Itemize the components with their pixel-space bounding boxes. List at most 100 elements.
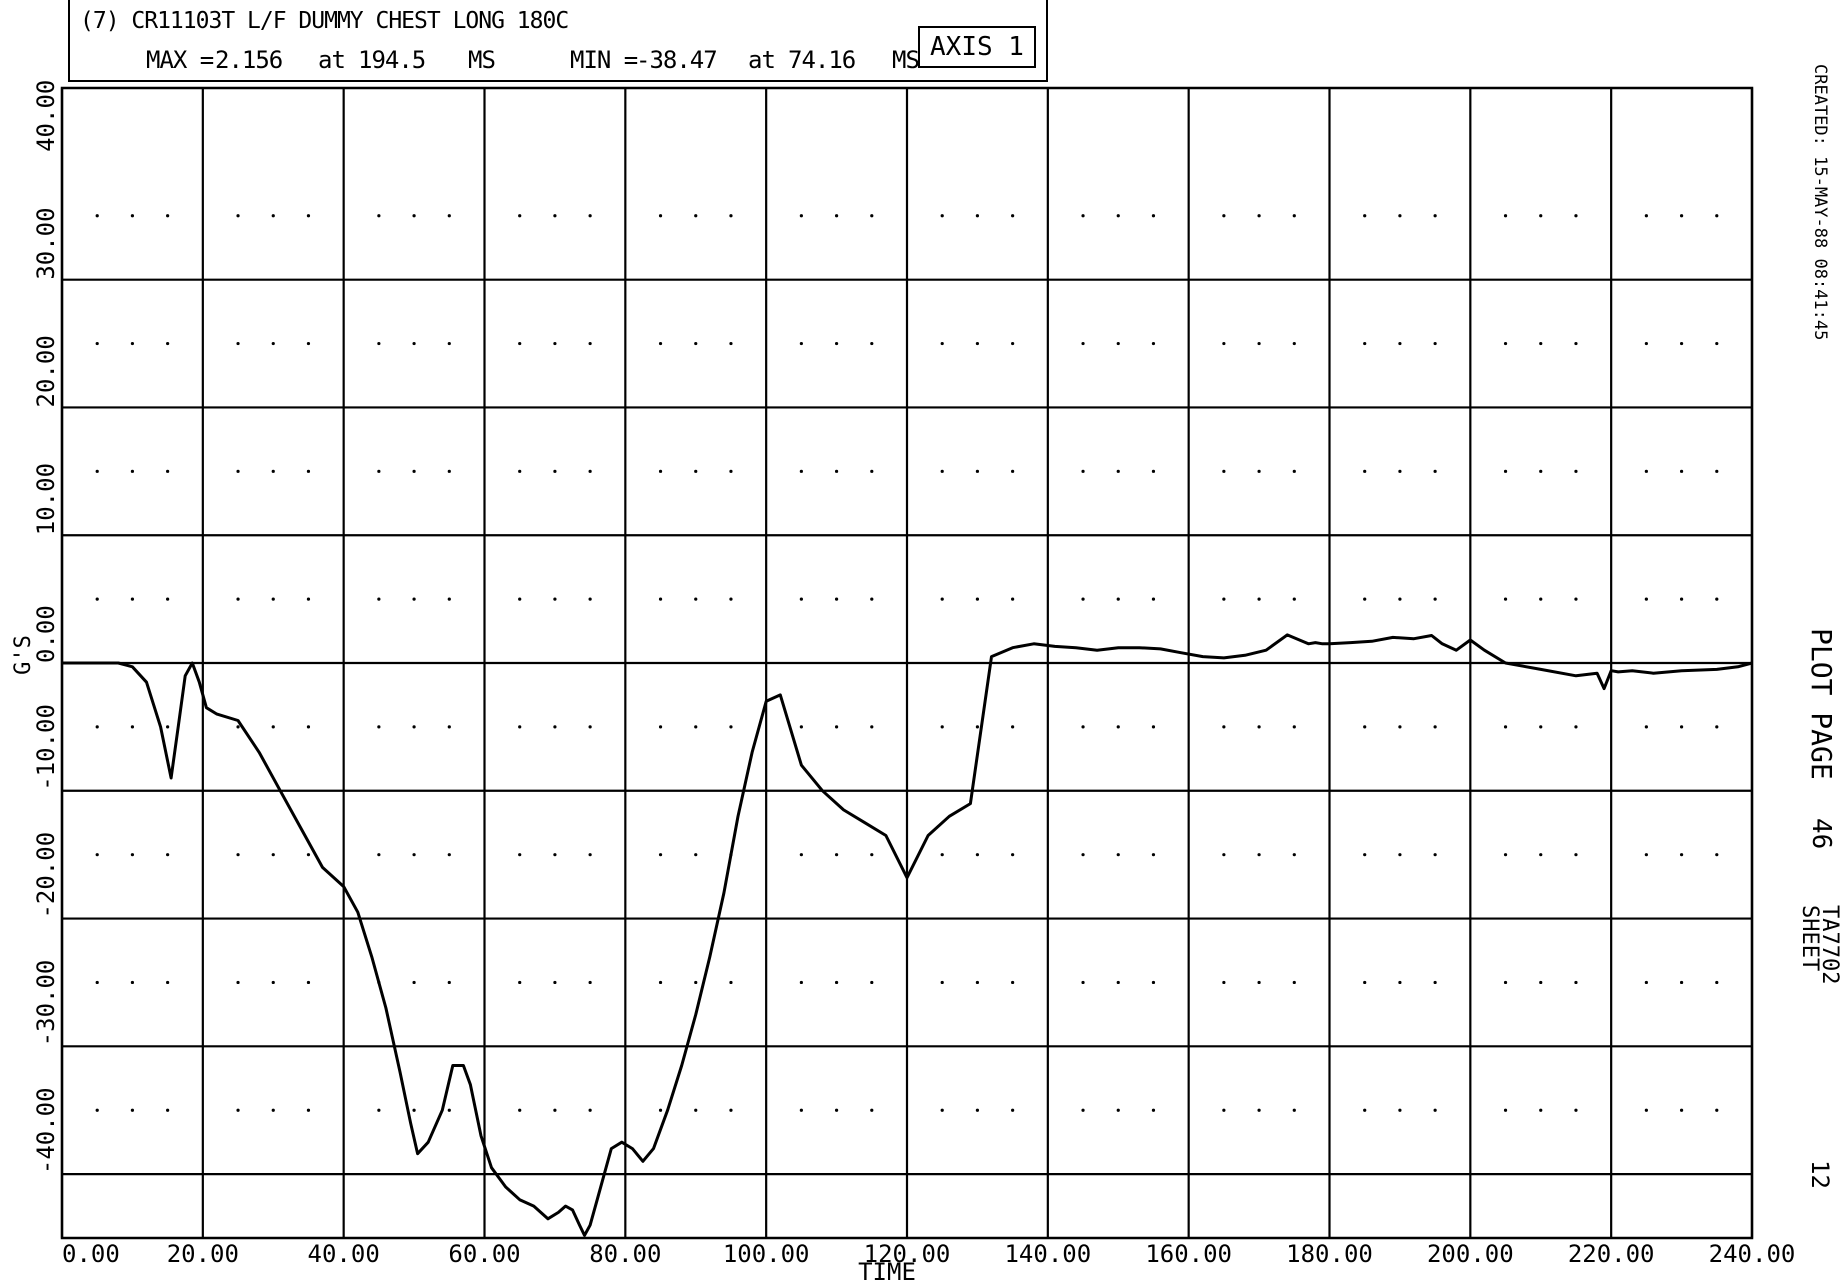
x-tick-label: 120.00 [864, 1240, 951, 1268]
grid-dot [940, 980, 944, 985]
grid-dot [729, 980, 733, 985]
grid-dot [1539, 725, 1543, 729]
grid-dot [834, 725, 839, 729]
min-label: MIN = [570, 46, 638, 74]
grid-dot [1116, 341, 1120, 346]
grid-dot [236, 980, 240, 985]
grid-dot [1363, 980, 1367, 985]
grid-dot [1363, 341, 1367, 346]
grid-dot [236, 214, 240, 218]
grid-dot [799, 725, 803, 729]
grid-dot [799, 597, 803, 601]
min-value: -38.47 [636, 46, 718, 74]
grid-dot [975, 1108, 980, 1112]
max-label: MAX = [146, 46, 214, 74]
plot-page-number: 46 [1806, 818, 1836, 850]
grid-dot [447, 214, 451, 218]
grid-dot [447, 980, 451, 985]
grid-dot [306, 597, 311, 601]
grid-dot [1644, 214, 1648, 218]
grid-dot [588, 853, 592, 857]
grid-dot [694, 725, 698, 729]
grid-dot [1539, 597, 1543, 601]
grid-dot [130, 214, 135, 218]
grid-dot [799, 341, 803, 346]
grid-dot [95, 1108, 99, 1112]
grid-dot [870, 853, 874, 857]
grid-dot [1503, 980, 1508, 985]
grid-dot [447, 725, 451, 729]
grid-dot [412, 341, 416, 346]
grid-dot [1151, 1108, 1156, 1112]
grid-dot [694, 469, 698, 473]
grid-dot [1574, 853, 1578, 857]
grid-dot [1222, 214, 1226, 218]
grid-dot [553, 214, 557, 218]
grid-dot [1433, 214, 1437, 218]
grid-dot [940, 853, 944, 857]
grid-dot [518, 214, 522, 218]
grid-dot [658, 980, 663, 985]
grid-dot [1715, 597, 1719, 601]
created-timestamp: CREATED: 15-MAY-88 08:41:45 [1810, 64, 1830, 341]
grid-dot [1574, 1108, 1578, 1112]
grid-dot [870, 469, 874, 473]
grid-dot [1503, 214, 1508, 218]
grid-dot [1151, 341, 1156, 346]
grid-dot [834, 1108, 839, 1112]
grid-dot [1222, 597, 1226, 601]
y-tick-label: -10.00 [32, 704, 60, 791]
grid-dot [1292, 597, 1296, 601]
grid-dot [271, 853, 275, 857]
y-tick-label: 30.00 [32, 207, 60, 279]
grid-dot [1116, 597, 1120, 601]
grid-dot [166, 1108, 170, 1112]
grid-dot [870, 214, 874, 218]
grid-dot [1715, 725, 1719, 729]
max-value: 2.156 [215, 46, 283, 74]
grid-dot [940, 214, 944, 218]
grid-dot [1644, 725, 1648, 729]
grid-dot [377, 341, 381, 346]
grid-dot [130, 341, 135, 346]
grid-dot [1363, 725, 1367, 729]
x-tick-label: 240.00 [1709, 1240, 1796, 1268]
grid-dot [1644, 341, 1648, 346]
grid-dot [130, 1108, 135, 1112]
grid-dot [130, 597, 135, 601]
grid-dot [1222, 853, 1226, 857]
grid-layer [60, 86, 1754, 1240]
grid-dot [1292, 469, 1296, 473]
grid-dot [271, 469, 275, 473]
header-box [68, 0, 1048, 82]
y-tick-label: -30.00 [32, 960, 60, 1047]
grid-dot [306, 725, 311, 729]
grid-dot [588, 597, 592, 601]
y-tick-label: 20.00 [32, 335, 60, 407]
grid-dot [940, 469, 944, 473]
grid-dot [1116, 980, 1120, 985]
grid-dot [1644, 1108, 1648, 1112]
grid-dot [588, 214, 592, 218]
grid-dot [1574, 980, 1578, 985]
grid-dot [729, 1108, 733, 1112]
y-tick-label: 40.00 [32, 80, 60, 152]
grid-dot [236, 725, 240, 729]
grid-dot [694, 1108, 698, 1112]
grid-dot [95, 725, 99, 729]
grid-dot [1503, 1108, 1508, 1112]
grid-dot [1644, 980, 1648, 985]
grid-dot [1292, 853, 1296, 857]
grid-dot [1081, 469, 1085, 473]
grid-dot [412, 597, 416, 601]
grid-dot [834, 469, 839, 473]
grid-dot [1503, 597, 1508, 601]
grid-dot [130, 469, 135, 473]
grid-dot [271, 597, 275, 601]
grid-dot [975, 214, 980, 218]
grid-dot [1433, 853, 1437, 857]
grid-dot [729, 597, 733, 601]
grid-dot [236, 1108, 240, 1112]
grid-dot [130, 853, 135, 857]
grid-dot [518, 597, 522, 601]
